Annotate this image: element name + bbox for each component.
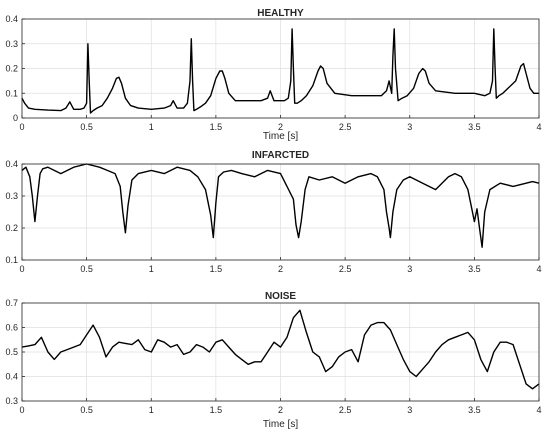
y-tick-label: 0.2 bbox=[5, 64, 18, 74]
chart-title: NOISE bbox=[265, 291, 296, 302]
x-tick-label: 2 bbox=[278, 405, 283, 415]
x-tick-label: 2 bbox=[278, 122, 283, 132]
series-line bbox=[21, 163, 540, 248]
x-axis-label: Time [s] bbox=[263, 419, 298, 430]
x-tick-label: 2.5 bbox=[339, 405, 352, 415]
x-axis-label: Time [s] bbox=[263, 131, 298, 142]
x-tick-label: 4 bbox=[536, 122, 541, 132]
y-tick-label: 0.1 bbox=[5, 255, 18, 265]
chart-title: HEALTHY bbox=[257, 8, 304, 19]
y-tick-label: 0.5 bbox=[5, 347, 18, 357]
axes-box bbox=[21, 163, 540, 261]
y-tick-label: 0.7 bbox=[5, 298, 18, 308]
series-line bbox=[21, 309, 540, 390]
x-tick-label: 3.5 bbox=[468, 122, 481, 132]
x-tick-label: 0.5 bbox=[80, 122, 93, 132]
y-tick-label: 0.3 bbox=[5, 396, 18, 406]
x-tick-label: 1 bbox=[149, 405, 154, 415]
axes-box bbox=[21, 302, 540, 402]
y-tick-label: 0.4 bbox=[5, 372, 18, 382]
x-tick-label: 3 bbox=[407, 122, 412, 132]
x-tick-label: 3 bbox=[407, 405, 412, 415]
chart-panel: 0 0.5 1 1.5 2 2.5 3 3.5 4 0 0.1 0.2 0.3 0.4 HEALTHY Tim… bbox=[5, 8, 541, 142]
axes-box bbox=[21, 18, 540, 119]
x-tick-label: 2.5 bbox=[339, 264, 352, 274]
x-tick-label: 1 bbox=[149, 122, 154, 132]
y-tick-label: 0 bbox=[13, 113, 18, 123]
y-tick-label: 0.6 bbox=[5, 323, 18, 333]
y-tick-label: 0.3 bbox=[5, 39, 18, 49]
x-tick-label: 4 bbox=[536, 405, 541, 415]
chart-title: INFARCTED bbox=[252, 150, 309, 161]
x-tick-label: 1.5 bbox=[210, 264, 223, 274]
x-tick-label: 0.5 bbox=[80, 264, 93, 274]
x-tick-label: 3.5 bbox=[468, 264, 481, 274]
chart-panel: 0 0.5 1 1.5 2 2.5 3 3.5 4 0.1 0.2 0.3 0.4 INFARCTED bbox=[5, 150, 541, 274]
y-tick-label: 0.1 bbox=[5, 88, 18, 98]
x-tick-label: 0 bbox=[19, 405, 24, 415]
x-tick-label: 0 bbox=[19, 264, 24, 274]
y-tick-label: 0.2 bbox=[5, 223, 18, 233]
x-tick-label: 3.5 bbox=[468, 405, 481, 415]
y-tick-label: 0.4 bbox=[5, 14, 18, 24]
chart-panel: 0 0.5 1 1.5 2 2.5 3 3.5 4 0.3 0.4 0.5 0.6 0.7 NOISE Tim… bbox=[5, 291, 541, 430]
y-tick-label: 0.4 bbox=[5, 159, 18, 169]
x-tick-label: 2 bbox=[278, 264, 283, 274]
x-tick-label: 1.5 bbox=[210, 122, 223, 132]
series-line bbox=[21, 28, 539, 114]
x-tick-label: 0.5 bbox=[80, 405, 93, 415]
x-tick-label: 3 bbox=[407, 264, 412, 274]
x-tick-label: 2.5 bbox=[339, 122, 352, 132]
y-tick-label: 0.3 bbox=[5, 191, 18, 201]
x-tick-label: 1 bbox=[149, 264, 154, 274]
x-tick-label: 1.5 bbox=[210, 405, 223, 415]
x-tick-label: 4 bbox=[536, 264, 541, 274]
x-tick-label: 0 bbox=[19, 122, 24, 132]
